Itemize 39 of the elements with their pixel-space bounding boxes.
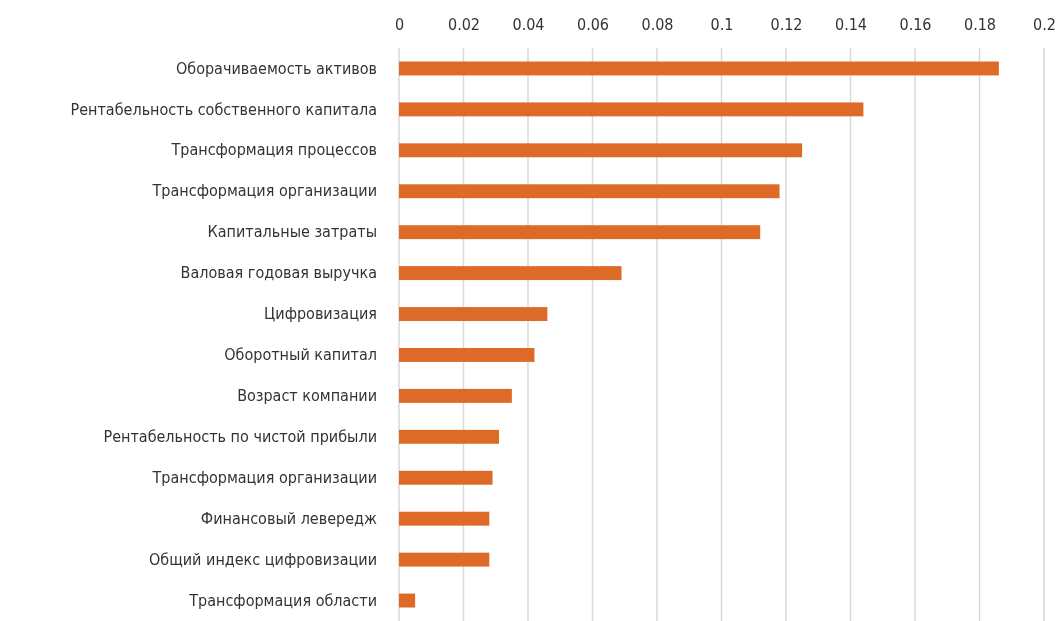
x-tick-label: 0.18	[963, 15, 997, 34]
bar	[399, 307, 548, 321]
bar	[399, 511, 490, 526]
y-tick-label: Рентабельность собственного капитала	[70, 99, 377, 119]
x-tick-label: 0.04	[512, 15, 545, 34]
y-tick-label: Валовая годовая выручка	[180, 263, 377, 283]
x-tick-label: 0.2	[1033, 15, 1056, 34]
y-tick-label: Общий индекс цифровизации	[148, 549, 377, 569]
bar	[399, 143, 803, 158]
y-tick-label: Капитальные затраты	[207, 222, 377, 242]
y-tick-label: Оборачиваемость активов	[175, 58, 377, 78]
y-tick-label: Рентабельность по чистой прибыли	[103, 426, 377, 446]
x-tick-label: 0.1	[710, 15, 734, 34]
y-tick-label: Трансформация организации	[151, 181, 377, 201]
x-tick-label: 0.16	[899, 15, 932, 34]
bar	[399, 552, 490, 567]
bar	[399, 388, 512, 403]
y-tick-label: Финансовый левередж	[200, 508, 378, 528]
x-tick-label: 0	[394, 15, 405, 34]
bar	[399, 470, 493, 485]
y-tick-label: Трансформация процессов	[170, 140, 377, 160]
bar	[399, 225, 761, 240]
bar	[399, 348, 535, 362]
x-tick-label: 0.02	[447, 15, 481, 34]
bar	[399, 593, 416, 608]
bar	[399, 184, 780, 199]
bar	[399, 429, 499, 444]
x-tick-label: 0.06	[576, 15, 610, 34]
bar	[399, 61, 999, 76]
bar	[399, 102, 864, 117]
x-tick-label: 0.08	[641, 15, 674, 34]
y-tick-label: Цифровизация	[264, 304, 377, 324]
y-tick-label: Оборотный капитал	[224, 345, 377, 365]
x-tick-label: 0.14	[834, 15, 868, 34]
y-tick-label: Трансформация области	[188, 590, 377, 610]
y-tick-label: Возраст компании	[237, 386, 377, 406]
bar	[399, 266, 622, 281]
y-tick-label: Трансформация организации	[151, 467, 377, 487]
x-tick-label: 0.12	[770, 15, 803, 34]
